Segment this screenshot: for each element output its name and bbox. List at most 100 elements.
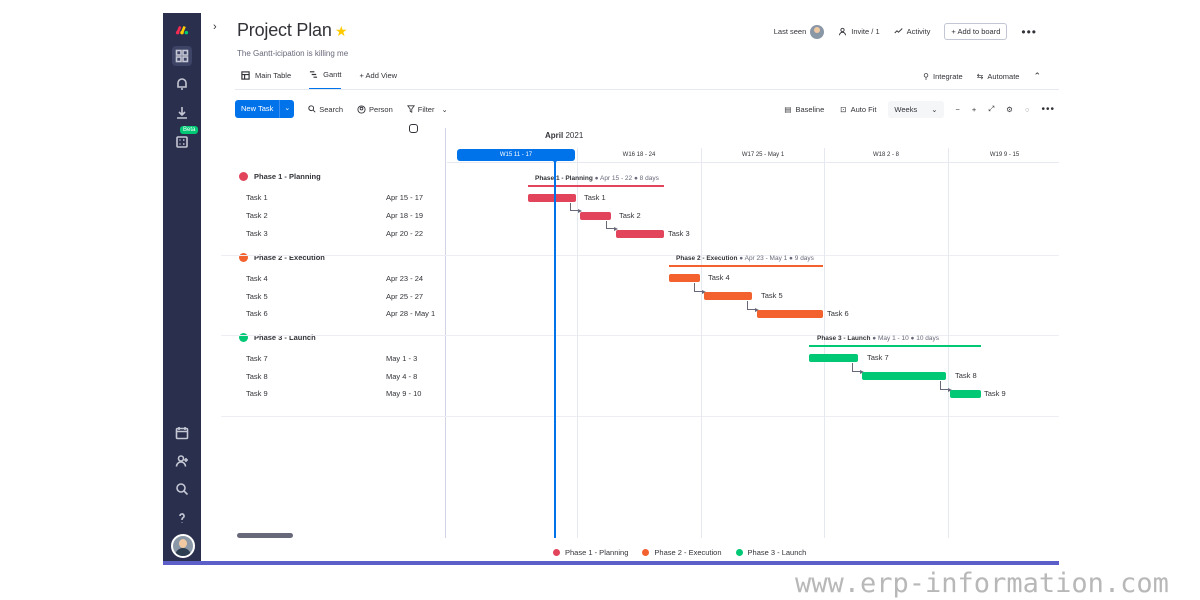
zoom-out-button[interactable]: −: [955, 104, 960, 114]
monday-logo[interactable]: [172, 20, 192, 40]
phase-summary-bar[interactable]: [669, 265, 823, 267]
week-header[interactable]: W18 2 - 8: [872, 152, 899, 158]
phase-summary-label: Phase 2 - Execution ● Apr 23 - May 1 ● 9…: [676, 255, 814, 262]
group-name: Phase 3 - Launch: [254, 333, 316, 342]
bell-icon[interactable]: [172, 74, 192, 94]
phase-summary-bar[interactable]: [528, 185, 664, 187]
toolbar: New Task ⌄ Search Person Filter ⌄ ▤ Base…: [235, 100, 1055, 118]
zoom-in-button[interactable]: +: [971, 104, 977, 114]
week-header[interactable]: W17 25 - May 1: [741, 152, 785, 158]
user-avatar[interactable]: [171, 534, 195, 558]
task-name: Task 4: [246, 274, 268, 283]
more-options-icon[interactable]: •••: [1021, 24, 1037, 39]
person-label: Person: [369, 104, 393, 114]
task-bar[interactable]: [616, 230, 664, 238]
task-bar[interactable]: [669, 274, 700, 282]
week-gridline: [577, 148, 578, 538]
help-icon[interactable]: [172, 508, 192, 528]
task-row[interactable]: Task 3 Apr 20 - 22: [246, 229, 441, 238]
dependency-arrow: [852, 363, 864, 374]
task-bar[interactable]: [757, 310, 823, 318]
task-row[interactable]: Task 8 May 4 - 8: [246, 372, 441, 381]
apps-icon[interactable]: [172, 132, 192, 152]
week-header[interactable]: W19 9 - 15: [989, 152, 1020, 158]
task-bar[interactable]: [809, 354, 858, 362]
task-bar-label: Task 4: [708, 273, 730, 282]
legend-label: Phase 2 - Execution: [654, 548, 722, 557]
board-description: The Gantt-icipation is killing me: [237, 49, 349, 58]
last-seen-label: Last seen: [773, 27, 807, 36]
baseline-icon: ▤: [784, 104, 792, 114]
task-dates: Apr 28 - May 1: [386, 309, 436, 318]
tab-main-table[interactable]: Main Table: [241, 70, 291, 90]
search-icon[interactable]: [172, 479, 192, 499]
task-list: Phase 1 - Planning Task 1 Apr 15 - 17 Tas…: [221, 128, 446, 538]
task-row[interactable]: Task 4 Apr 23 - 24: [246, 274, 441, 283]
search-button[interactable]: Search: [308, 105, 343, 114]
person-filter-button[interactable]: Person: [357, 105, 393, 114]
add-view-button[interactable]: + Add View: [359, 70, 397, 90]
new-task-label[interactable]: New Task: [241, 104, 274, 113]
integrate-button[interactable]: ⚲ Integrate: [923, 72, 962, 81]
invite-button[interactable]: Invite / 1: [838, 27, 880, 36]
chevron-up-icon[interactable]: ⌃: [1033, 71, 1041, 81]
chevron-down-icon[interactable]: ⌄: [279, 100, 294, 118]
zoom-select-value: Weeks: [894, 104, 918, 114]
today-marker[interactable]: [552, 156, 558, 538]
home-grid-icon[interactable]: [172, 46, 192, 66]
group-header[interactable]: Phase 3 - Launch: [239, 333, 316, 342]
task-name: Task 6: [246, 309, 268, 318]
task-bar[interactable]: [580, 212, 611, 220]
calendar-icon[interactable]: [172, 423, 192, 443]
add-user-icon[interactable]: [172, 451, 192, 471]
fullscreen-icon[interactable]: ⤢: [988, 104, 995, 113]
task-bar[interactable]: [862, 372, 946, 380]
chat-icon[interactable]: ◌: [1025, 104, 1030, 114]
more-options-icon[interactable]: •••: [1041, 103, 1055, 115]
task-row[interactable]: Task 5 Apr 25 - 27: [246, 292, 441, 301]
activity-button[interactable]: Activity: [894, 27, 930, 36]
star-icon[interactable]: ★: [335, 23, 348, 39]
task-bar[interactable]: [950, 390, 981, 398]
phase-summary-name: Phase 2 - Execution: [676, 255, 738, 262]
group-color-dot: [239, 172, 248, 181]
week-header-current[interactable]: W15 11 - 17: [457, 149, 575, 161]
task-dates: Apr 15 - 17: [386, 193, 424, 202]
table-icon: [241, 71, 250, 80]
phase-summary-bar[interactable]: [809, 345, 981, 347]
group-color-dot: [239, 333, 248, 342]
auto-fit-button[interactable]: ⊡ Auto Fit: [840, 105, 876, 114]
task-row[interactable]: Task 9 May 9 - 10: [246, 389, 441, 398]
settings-icon[interactable]: ⚙: [1006, 104, 1014, 114]
task-row[interactable]: Task 6 Apr 28 - May 1: [246, 309, 441, 318]
tab-gantt[interactable]: Gantt: [309, 70, 342, 90]
new-task-button[interactable]: New Task ⌄: [235, 100, 295, 118]
dependency-arrow: [570, 203, 582, 213]
filter-icon: [406, 105, 415, 113]
zoom-select[interactable]: Weeks ⌄: [888, 100, 944, 118]
task-bar[interactable]: [528, 194, 576, 202]
task-row[interactable]: Task 7 May 1 - 3: [246, 354, 441, 363]
download-icon[interactable]: [172, 103, 192, 123]
add-view-label: + Add View: [359, 71, 398, 80]
task-row[interactable]: Task 1 Apr 15 - 17: [246, 193, 441, 202]
group-header[interactable]: Phase 2 - Execution: [239, 253, 325, 262]
task-bar[interactable]: [704, 292, 752, 300]
week-gridline: [701, 148, 702, 538]
month-name: April: [545, 131, 564, 140]
task-row[interactable]: Task 2 Apr 18 - 19: [246, 211, 441, 220]
chevron-right-icon[interactable]: ›: [213, 21, 217, 33]
automate-button[interactable]: ⇆ Automate: [977, 72, 1020, 81]
add-to-board-button[interactable]: + Add to board: [944, 23, 1008, 40]
week-header[interactable]: W16 18 - 24: [622, 152, 656, 158]
task-dates: Apr 25 - 27: [386, 292, 424, 301]
task-dates: Apr 23 - 24: [386, 274, 424, 283]
automate-icon: ⇆: [976, 72, 984, 81]
last-seen-button[interactable]: Last seen: [773, 24, 825, 39]
baseline-button[interactable]: ▤ Baseline: [784, 105, 824, 114]
gantt-icon: [310, 71, 318, 78]
filter-button[interactable]: Filter ⌄: [406, 104, 448, 114]
group-header[interactable]: Phase 1 - Planning: [239, 172, 321, 181]
filter-chevron-icon: ⌄: [441, 104, 448, 114]
horizontal-scrollbar[interactable]: [237, 533, 293, 538]
